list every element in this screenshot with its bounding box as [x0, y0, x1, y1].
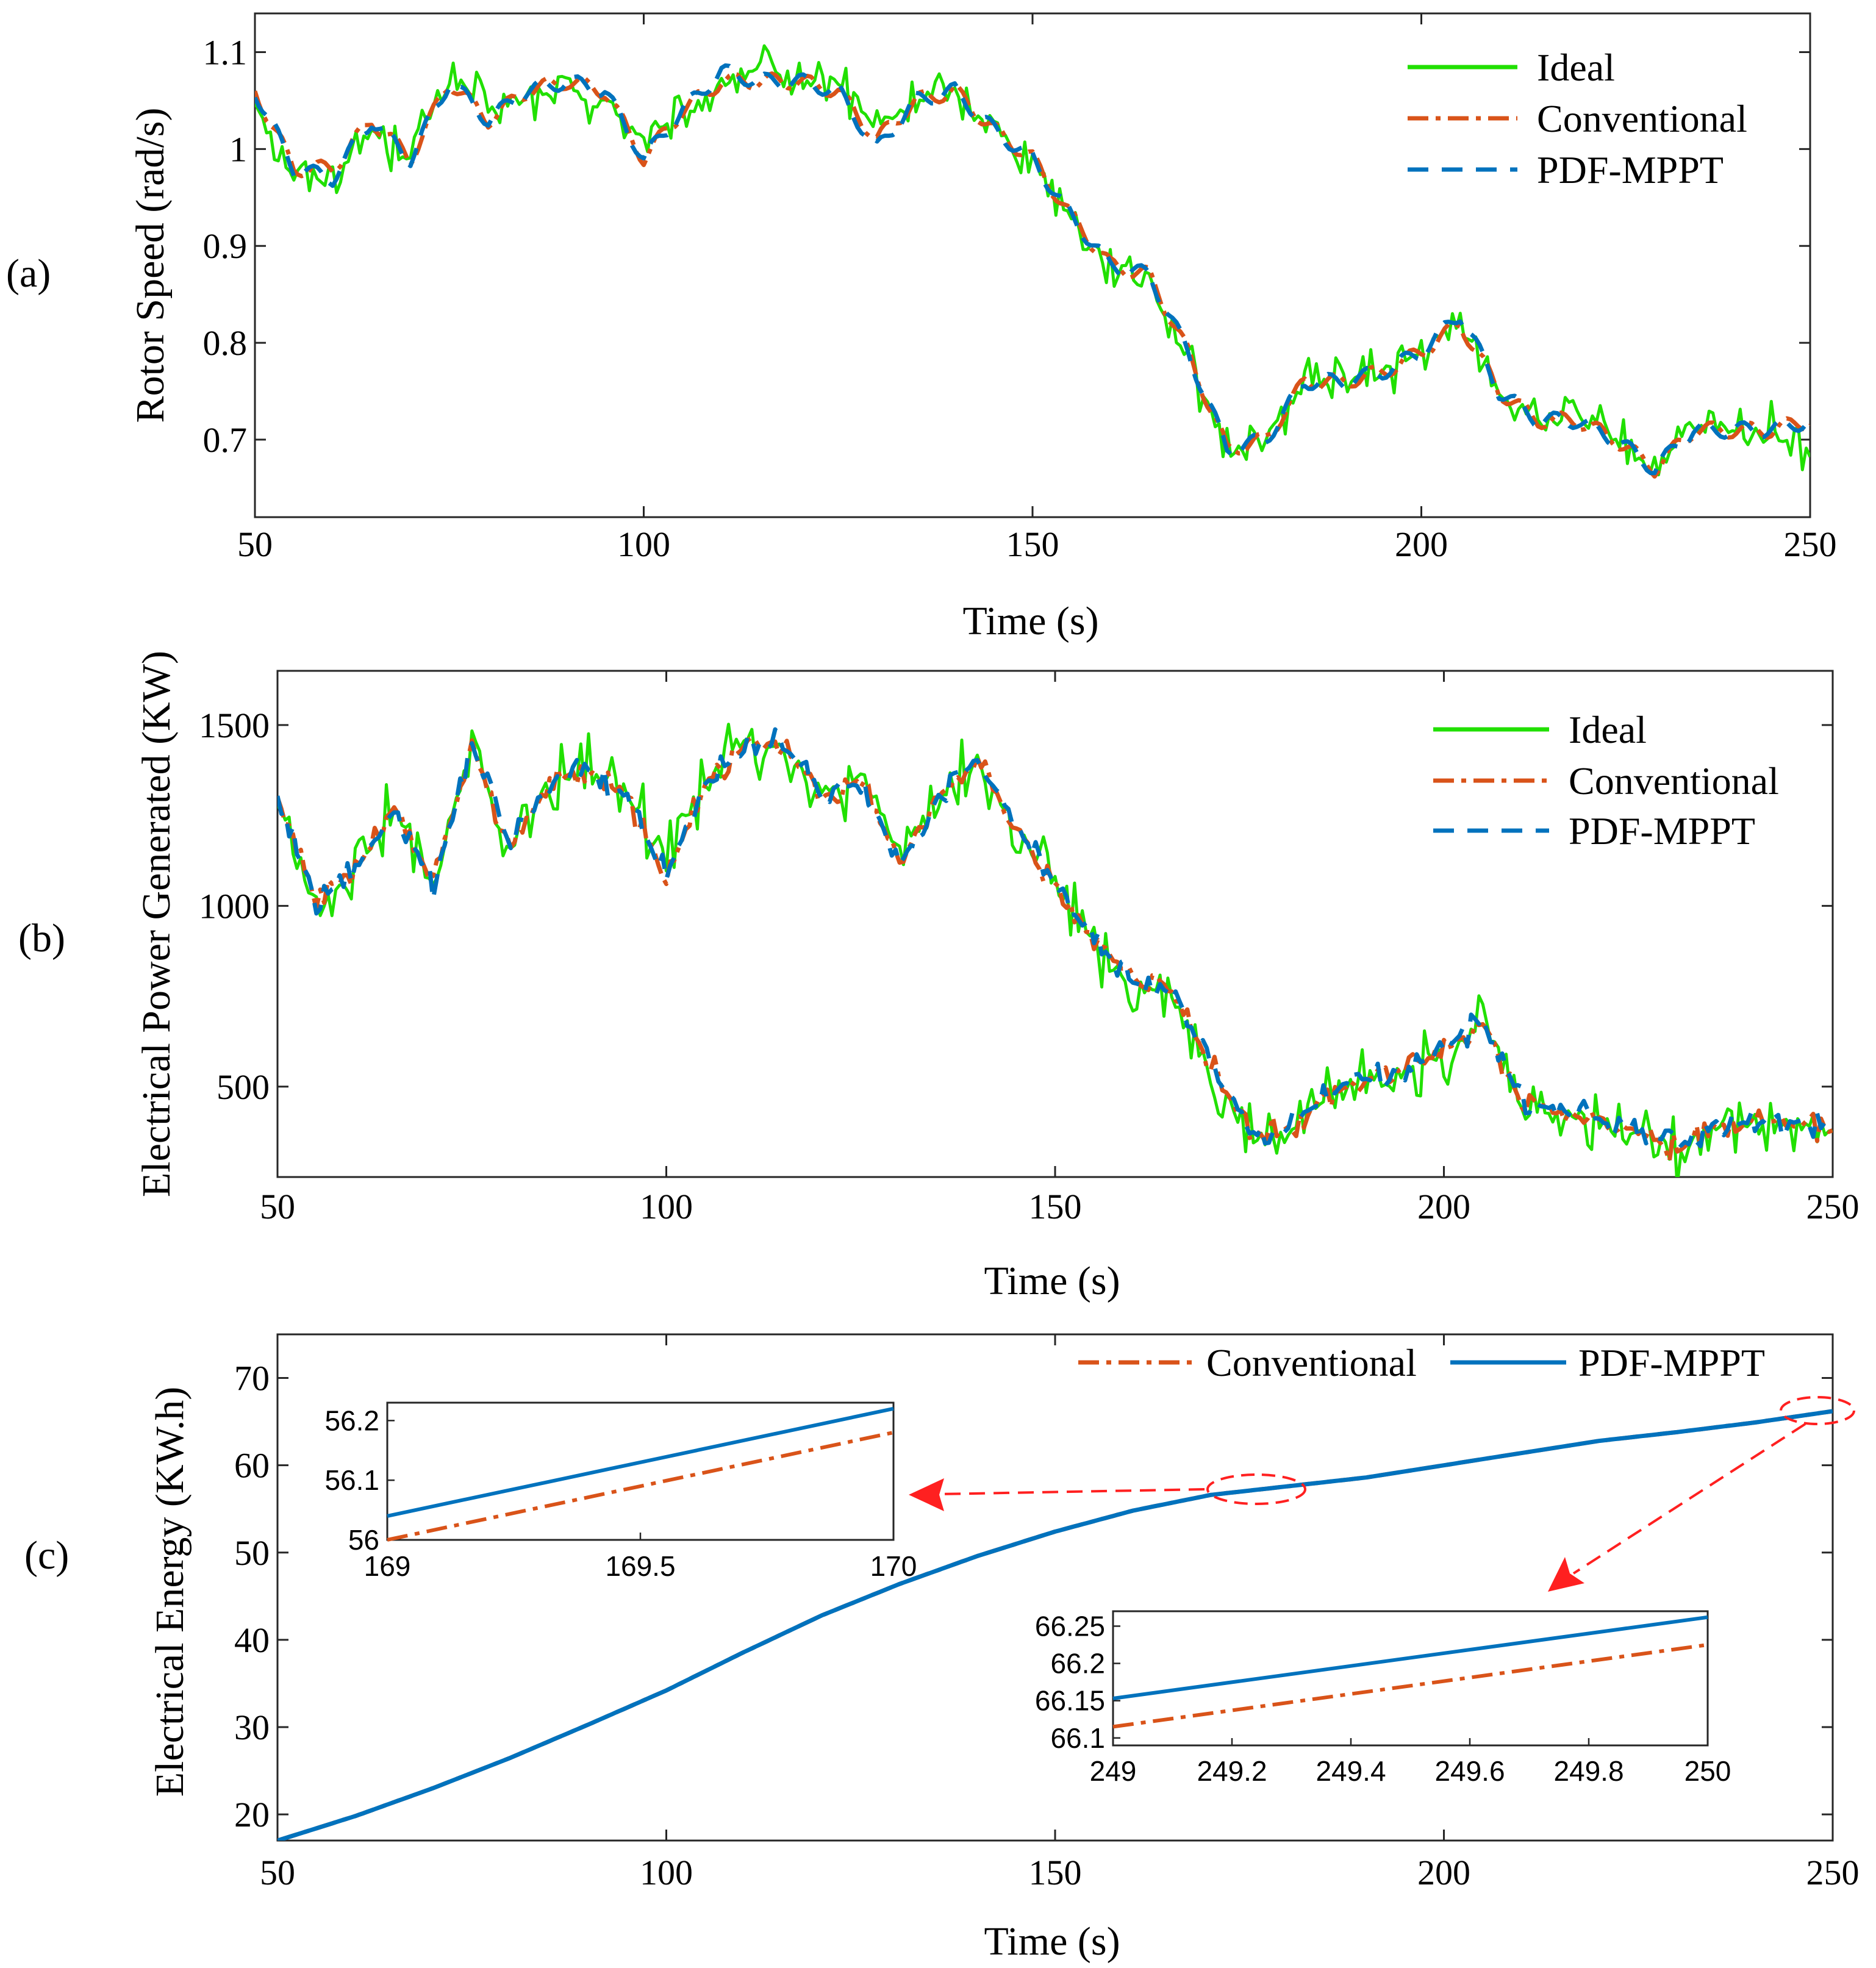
inset-ytick-label: 56.2	[324, 1404, 379, 1436]
xtick-label: 150	[1006, 524, 1059, 564]
panel-c-legend: Conventional PDF-MPPT	[1078, 1341, 1765, 1384]
xtick-label: 50	[260, 1187, 295, 1226]
series-line-pdf-mppt	[277, 727, 1833, 1148]
ytick-label: 50	[234, 1533, 270, 1573]
inset-xtick-label: 250	[1684, 1755, 1731, 1787]
inset-xtick-label: 170	[870, 1550, 917, 1582]
zoom-ellipse-1	[1206, 1473, 1306, 1505]
xtick-label: 250	[1784, 524, 1837, 564]
panel-a-legend: Ideal Conventional PDF-MPPT	[1408, 46, 1747, 191]
panel-b-ylabel: Electrical Power Generated (KW)	[134, 651, 179, 1197]
inset-ytick-label: 56.1	[324, 1464, 379, 1496]
zoom-arrow-1-line	[937, 1488, 1205, 1495]
xtick-label: 250	[1806, 1187, 1860, 1226]
legend-c-conventional-label: Conventional	[1206, 1341, 1417, 1384]
inset-xtick-label: 249	[1090, 1755, 1137, 1787]
inset-xtick-label: 169.5	[605, 1550, 675, 1582]
series-line-pdf-mppt	[255, 63, 1810, 476]
panel-c-ticks	[276, 1334, 1834, 1841]
panel-b-ticks	[276, 671, 1834, 1177]
inset-series-conventional	[387, 1430, 894, 1542]
inset-1: 169 169.5 170 56 56.1 56.2	[324, 1401, 917, 1582]
zoom-arrow-2-line	[1572, 1423, 1806, 1575]
panel-a-series	[255, 44, 1810, 479]
panel-b-xlabel: Time (s)	[984, 1259, 1120, 1303]
ytick-label: 20	[234, 1795, 270, 1834]
legend-a-pdf-mppt-label: PDF-MPPT	[1537, 148, 1724, 191]
xtick-label: 200	[1417, 1187, 1470, 1226]
series-line-pdf-mppt	[277, 1409, 1833, 1841]
inset-xtick-label: 249.8	[1553, 1755, 1624, 1787]
legend-a-ideal-label: Ideal	[1537, 46, 1615, 89]
series-line-conventional	[277, 735, 1833, 1164]
inset-2-content: 249 249.2 249.4 249.6 249.8 250 66.1 66.15 66.2 6…	[1035, 1610, 1731, 1787]
inset-xtick-label: 249.2	[1197, 1755, 1267, 1787]
panel-a-tick-labels: 50 100 150 200 250 0.7 0.8 0.9 1 1.1	[203, 33, 1837, 564]
zoom-ellipse-2	[1780, 1396, 1855, 1425]
ytick-label: 1000	[199, 886, 270, 926]
panel-b-plot-frame	[276, 670, 1834, 1178]
ytick-label: 0.8	[203, 323, 248, 363]
panel-b-legend: Ideal Conventional PDF-MPPT	[1433, 708, 1779, 853]
panel-b-label: (b)	[18, 916, 65, 961]
ytick-label: 60	[234, 1446, 270, 1486]
panel-b-series	[277, 723, 1833, 1177]
panel-a-ylabel: Rotor Speed (rad/s)	[128, 108, 173, 423]
zoom-arrow-2-head	[1548, 1557, 1584, 1592]
ytick-label: 0.9	[203, 226, 248, 266]
ytick-label: 500	[217, 1067, 270, 1107]
legend-c-pdf-mppt-label: PDF-MPPT	[1578, 1341, 1765, 1384]
inset-series-pdf-mppt	[387, 1406, 894, 1518]
legend-a-conventional-label: Conventional	[1537, 97, 1747, 140]
xtick-label: 50	[260, 1853, 295, 1892]
zoom-arrow-1-head	[909, 1478, 944, 1511]
inset-2: 249 249.2 249.4 249.6 249.8 250 66.1 66.15 66.2 6…	[1035, 1610, 1731, 1787]
xtick-label: 150	[1029, 1187, 1082, 1226]
ytick-label: 1.1	[203, 33, 248, 73]
inset-series-pdf-mppt	[1112, 1615, 1708, 1700]
inset-xtick-label: 249.6	[1434, 1755, 1505, 1787]
xtick-label: 100	[617, 524, 670, 564]
panel-a-xlabel: Time (s)	[962, 599, 1098, 643]
inset-ytick-label: 66.25	[1035, 1610, 1105, 1642]
inset-series-conventional	[1112, 1643, 1708, 1729]
ytick-label: 30	[234, 1708, 270, 1747]
inset-xtick-label: 249.4	[1316, 1755, 1386, 1787]
panel-c-ylabel: Electrical Energy (KW.h)	[148, 1387, 192, 1797]
series-line-conventional	[255, 71, 1810, 479]
xtick-label: 200	[1395, 524, 1448, 564]
xtick-label: 150	[1029, 1853, 1082, 1892]
xtick-label: 200	[1417, 1853, 1470, 1892]
panel-b-tick-labels: 50 100 150 200 250 500 1000 1500	[199, 706, 1860, 1226]
panel-a: (a) 50 100 150 200 250 0.7 0.8 0.9 1 1.1 Time (s)…	[6, 12, 1837, 643]
ytick-label: 1	[229, 129, 247, 169]
ytick-label: 1500	[199, 706, 270, 745]
panel-c-series	[277, 1409, 1833, 1841]
ytick-label: 0.7	[203, 420, 248, 460]
legend-b-conventional-label: Conventional	[1569, 759, 1779, 803]
inset-2-frame	[1112, 1610, 1709, 1747]
ytick-label: 40	[234, 1620, 270, 1660]
panel-b: (b) 50 100 150 200 250 500 1000 1500 Time (s) E…	[18, 651, 1860, 1303]
legend-b-pdf-mppt-label: PDF-MPPT	[1569, 809, 1755, 853]
panel-c-tick-labels: 50 100 150 200 250 20 30 40 50 60 70	[234, 1359, 1860, 1892]
xtick-label: 100	[640, 1853, 693, 1892]
legend-b-ideal-label: Ideal	[1569, 708, 1647, 751]
inset-ytick-label: 66.15	[1035, 1685, 1105, 1717]
inset-1-content: 169 169.5 170 56 56.1 56.2	[324, 1404, 917, 1582]
inset-ytick-label: 66.2	[1050, 1648, 1105, 1680]
panel-c-xlabel: Time (s)	[984, 1919, 1120, 1964]
inset-xtick-label: 169	[364, 1550, 411, 1582]
panel-a-label: (a)	[6, 251, 51, 296]
panel-a-ticks	[254, 13, 1811, 517]
xtick-label: 50	[237, 524, 273, 564]
panel-c-label: (c)	[24, 1533, 69, 1578]
xtick-label: 250	[1806, 1853, 1860, 1892]
xtick-label: 100	[640, 1187, 693, 1226]
ytick-label: 70	[234, 1359, 270, 1398]
inset-ytick-label: 56	[348, 1524, 379, 1556]
inset-ytick-label: 66.1	[1050, 1722, 1105, 1754]
